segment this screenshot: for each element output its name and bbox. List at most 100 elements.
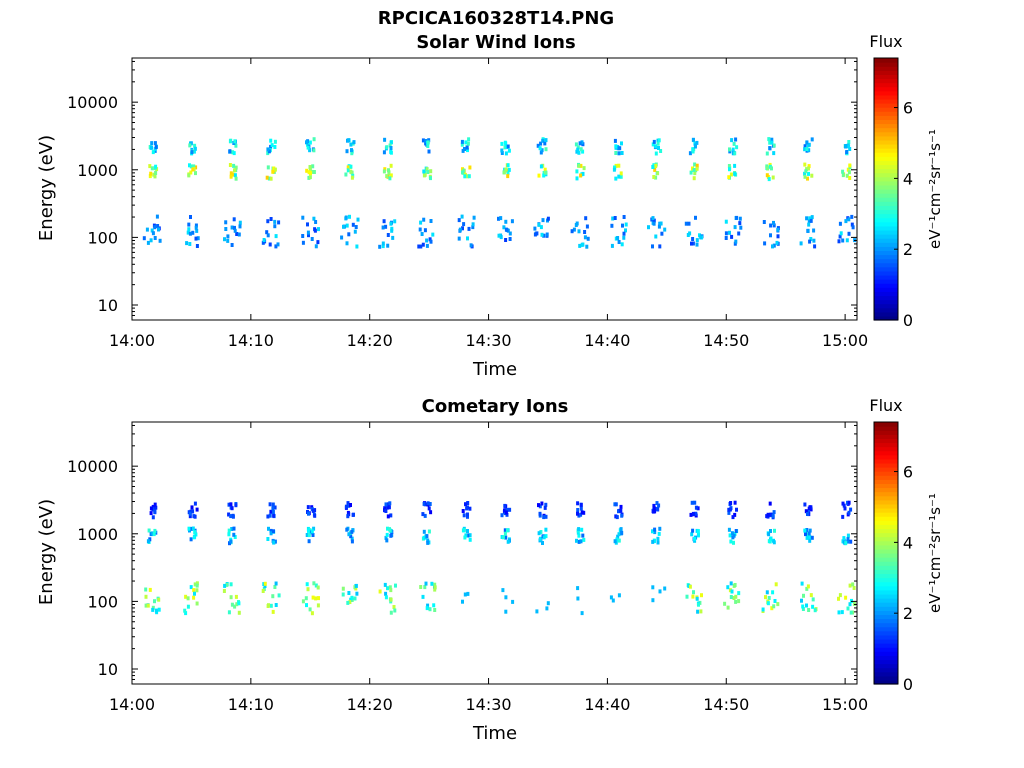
heatmap-cell bbox=[317, 227, 320, 232]
heatmap-cell bbox=[224, 220, 228, 225]
heatmap-cell bbox=[809, 218, 813, 223]
heatmap-cell bbox=[384, 509, 388, 513]
heatmap-cell bbox=[692, 176, 696, 181]
colorbar-segment bbox=[874, 86, 898, 92]
heatmap-cell bbox=[727, 175, 731, 180]
heatmap-cell bbox=[155, 214, 159, 219]
heatmap-cell bbox=[223, 583, 227, 588]
colorbar-segment bbox=[874, 193, 898, 198]
heatmap-cell bbox=[508, 231, 512, 236]
heatmap-cell bbox=[739, 225, 743, 230]
heatmap-cell bbox=[189, 585, 193, 590]
heatmap-cell bbox=[223, 237, 226, 242]
heatmap-cell bbox=[803, 174, 807, 179]
heatmap-cell bbox=[614, 144, 618, 149]
heatmap-cell bbox=[536, 143, 540, 148]
heatmap-cell bbox=[150, 228, 154, 233]
heatmap-cell bbox=[544, 534, 548, 539]
colorbar-segment bbox=[874, 74, 898, 80]
heatmap-cell bbox=[728, 588, 732, 593]
heatmap-cell bbox=[764, 595, 767, 600]
heatmap-cell bbox=[194, 225, 198, 230]
heatmap-cell bbox=[378, 244, 382, 249]
heatmap-cell bbox=[696, 529, 700, 534]
heatmap-cell bbox=[654, 234, 658, 239]
heatmap-cell bbox=[388, 585, 392, 590]
heatmap-cell bbox=[691, 528, 695, 533]
heatmap-cell bbox=[261, 589, 265, 593]
colorbar-segment bbox=[874, 221, 898, 227]
heatmap-cell bbox=[350, 148, 353, 153]
heatmap-cell bbox=[805, 535, 809, 540]
colorbar-segment bbox=[874, 622, 898, 628]
heatmap-cell bbox=[696, 609, 700, 614]
heatmap-cell bbox=[663, 586, 667, 591]
heatmap-cell bbox=[724, 219, 728, 224]
heatmap-cell bbox=[229, 514, 233, 519]
colorbar-segment bbox=[874, 201, 898, 206]
heatmap-cell bbox=[346, 165, 350, 170]
heatmap-cell bbox=[266, 165, 270, 170]
colorbar-segment bbox=[874, 634, 898, 640]
heatmap-cell bbox=[423, 228, 427, 233]
heatmap-cell bbox=[583, 230, 587, 234]
colorbar-segment bbox=[874, 557, 898, 562]
heatmap-cell bbox=[578, 243, 582, 248]
heatmap-cell bbox=[305, 140, 308, 145]
heatmap-cell bbox=[346, 514, 350, 519]
heatmap-cell bbox=[428, 237, 432, 242]
y-tick-label: 100 bbox=[87, 592, 118, 611]
heatmap-cell bbox=[724, 231, 728, 236]
heatmap-cell bbox=[417, 244, 421, 249]
heatmap-cell bbox=[306, 230, 310, 235]
heatmap-cell bbox=[187, 526, 191, 531]
heatmap-cell bbox=[545, 232, 549, 237]
heatmap-cell bbox=[652, 538, 656, 543]
heatmap-cell bbox=[656, 141, 660, 146]
heatmap-cell bbox=[271, 609, 275, 614]
heatmap-cell bbox=[697, 602, 700, 607]
heatmap-cell bbox=[429, 219, 433, 223]
heatmap-cell bbox=[810, 173, 814, 178]
x-tick-label: 14:10 bbox=[228, 695, 274, 714]
colorbar-segment bbox=[874, 123, 898, 129]
colorbar-segment bbox=[874, 483, 898, 489]
heatmap-cell bbox=[154, 505, 158, 510]
heatmap-cell bbox=[692, 167, 696, 172]
heatmap-cell bbox=[802, 593, 805, 598]
heatmap-cell bbox=[390, 228, 394, 233]
heatmap-cell bbox=[301, 215, 305, 220]
heatmap-cell bbox=[581, 171, 585, 176]
heatmap-cell bbox=[499, 216, 503, 221]
heatmap-cell bbox=[841, 173, 845, 178]
heatmap-cell bbox=[579, 147, 583, 152]
heatmap-cell bbox=[421, 594, 425, 599]
colorbar-segment bbox=[874, 82, 898, 88]
heatmap-cell bbox=[575, 169, 579, 174]
heatmap-cell bbox=[663, 227, 667, 232]
colorbar-tick-label: 0 bbox=[903, 675, 913, 694]
heatmap-cell bbox=[233, 139, 237, 144]
heatmap-cell bbox=[688, 584, 692, 589]
heatmap-cell bbox=[732, 141, 736, 146]
heatmap-cell bbox=[312, 170, 316, 174]
heatmap-cell bbox=[690, 500, 694, 505]
heatmap-cell bbox=[501, 535, 505, 540]
heatmap-cell bbox=[805, 140, 809, 145]
heatmap-cell bbox=[805, 147, 809, 151]
heatmap-cell bbox=[419, 220, 423, 225]
heatmap-cell bbox=[420, 232, 424, 236]
heatmap-cell bbox=[613, 216, 617, 220]
y-tick-label: 1000 bbox=[77, 161, 118, 180]
heatmap-cell bbox=[153, 141, 157, 146]
heatmap-cell bbox=[269, 509, 273, 514]
heatmap-cell bbox=[810, 535, 814, 540]
heatmap-cell bbox=[423, 172, 427, 177]
heatmap-cell bbox=[652, 506, 656, 511]
heatmap-cell bbox=[657, 146, 660, 150]
heatmap-cell bbox=[576, 501, 580, 506]
heatmap-cell bbox=[772, 223, 776, 228]
heatmap-cell bbox=[846, 606, 850, 611]
heatmap-cell bbox=[613, 539, 617, 544]
heatmap-cell bbox=[546, 216, 550, 221]
